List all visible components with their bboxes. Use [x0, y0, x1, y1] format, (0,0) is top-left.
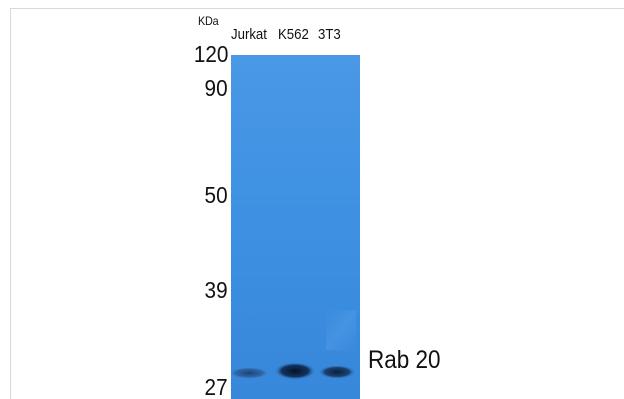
blot-membrane	[231, 55, 360, 399]
band-3t3	[318, 365, 356, 379]
blot-image	[231, 55, 360, 399]
marker-label-90: 90	[204, 75, 228, 101]
frame-border-left	[10, 8, 11, 399]
marker-label-50: 50	[204, 182, 228, 208]
protein-label: Rab 20	[368, 346, 441, 374]
lane-label-jurkat: Jurkat	[231, 26, 267, 43]
unit-label: KDa	[198, 14, 219, 28]
band-k562	[274, 362, 316, 380]
marker-label-27: 27	[204, 374, 228, 399]
marker-label-120: 120	[193, 41, 228, 67]
band-jurkat	[231, 367, 269, 379]
lane-label-3t3: 3T3	[318, 26, 341, 43]
marker-label-39: 39	[204, 277, 228, 303]
lane-label-k562: K562	[278, 26, 309, 43]
frame-border-top	[10, 8, 624, 9]
